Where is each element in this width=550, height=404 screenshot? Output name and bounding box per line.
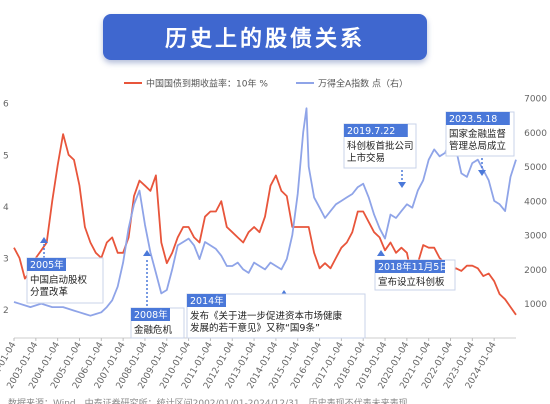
y-right-tick-label: 5000 [524,163,547,173]
annotation-arrow [377,250,385,256]
legend-label-index: 万得全A指数 点（右） [318,78,408,90]
y-left-tick-label: 4 [3,203,9,213]
annotation-line: 上市交易 [347,152,385,164]
y-left-tick-label: 5 [3,151,9,161]
y-right-tick-label: 7000 [524,95,547,105]
footnote: 数据来源：Wind，中泰证券研究所；统计区间2002/01/01-2024/12… [8,399,408,404]
series-line-bond-yield [13,133,517,316]
annotation-tag-bg [375,260,445,273]
y-right-tick-label: 6000 [524,129,547,139]
annotation-tag: 2018年11月5日 [378,261,449,273]
annotation-tag: 2008年 [134,309,168,321]
annotation-arrow [398,182,406,188]
annotation-line: 管理总局成立 [449,140,506,152]
annotation-tag: 2019.7.22 [347,126,395,137]
annotation-tag-bg [27,258,66,271]
annotation-tag-bg [446,112,510,125]
series-line-wind-all-a [13,107,517,317]
legend: 中国国债到期收益率：10年 % 万得全A指数 点（右） [124,78,408,90]
annotation-line: 发展的若干意见》又称“国9条” [190,322,320,334]
y-right-tick-label: 3000 [524,232,547,242]
annotation-line: 金融危机 [134,324,173,336]
annotation-line: 中国启动股权 [30,274,88,286]
series-lines [13,107,517,317]
y-right-tick-label: 1000 [524,300,547,310]
y-left-tick-label: 3 [3,255,9,265]
annotation-line: 国家金融监督 [449,128,506,140]
annotation-tag-bg [187,294,226,307]
annotation-tag: 2023.5.18 [449,114,497,125]
y-right-tick-label: 2000 [524,266,547,276]
y-left-tick-label: 6 [3,100,9,110]
annotation-tag: 2005年 [30,259,64,271]
y-left-tick-label: 2 [3,306,9,316]
annotation-line: 科创板首批公司 [347,140,414,152]
legend-label-bond: 中国国债到期收益率：10年 % [146,78,268,90]
annotation-arrow [143,250,151,256]
annotation-line: 发布《关于进一步促进资本市场健康 [190,310,343,322]
annotation-arrow [478,170,486,176]
chart-title: 历史上的股债关系 [164,27,365,52]
annotation-tag: 2014年 [190,295,224,307]
annotation-line: 宣布设立科创板 [378,276,445,288]
title-banner: 历史上的股债关系 [103,14,427,60]
y-right-tick-label: 4000 [524,197,547,207]
annotations: 2005年中国启动股权分置改革2008年金融危机2014年发布《关于进一步促进资… [26,111,515,339]
annotation-tag-bg [131,308,170,321]
annotation-line: 分置改革 [30,286,69,298]
annotation-tag-bg [344,124,408,137]
annotation-arrow [40,237,48,243]
chart: 中国国债到期收益率：10年 % 万得全A指数 点（右） 2 3 4 5 6 1000 200… [0,78,547,391]
